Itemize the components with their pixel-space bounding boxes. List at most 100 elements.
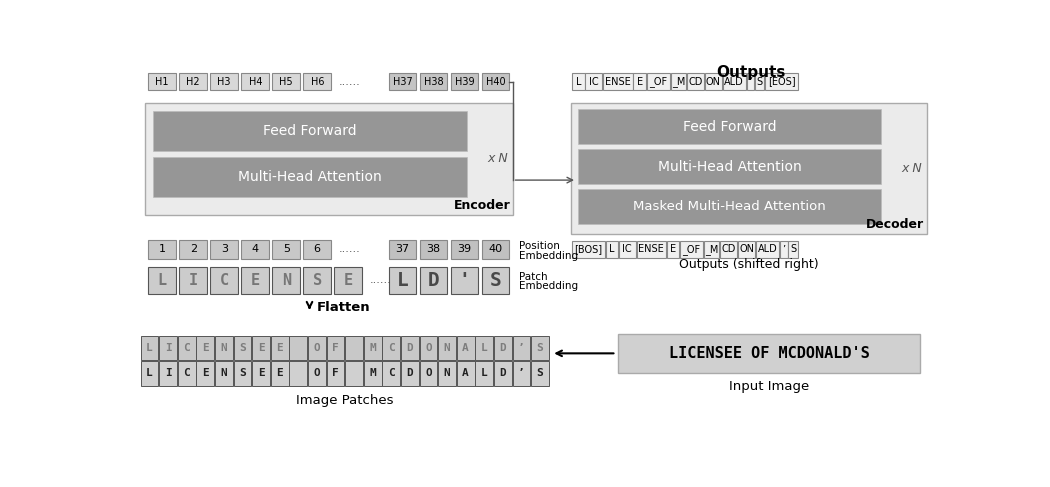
Text: S: S — [239, 368, 246, 378]
Text: L: L — [575, 76, 582, 87]
FancyBboxPatch shape — [603, 73, 633, 90]
Text: Multi-Head Attention: Multi-Head Attention — [238, 170, 382, 184]
Text: Feed Forward: Feed Forward — [682, 120, 776, 133]
Text: D: D — [500, 368, 506, 378]
Text: S: S — [239, 343, 246, 353]
FancyBboxPatch shape — [579, 189, 881, 224]
FancyBboxPatch shape — [153, 157, 467, 197]
FancyBboxPatch shape — [148, 267, 176, 294]
Text: S: S — [790, 244, 796, 254]
FancyBboxPatch shape — [482, 267, 509, 294]
Text: A: A — [462, 368, 469, 378]
Text: Position: Position — [519, 242, 560, 251]
FancyBboxPatch shape — [327, 361, 344, 386]
Text: Masked Multi-Head Attention: Masked Multi-Head Attention — [633, 200, 826, 213]
FancyBboxPatch shape — [755, 73, 764, 90]
Text: D: D — [427, 271, 439, 290]
Text: CD: CD — [721, 244, 736, 254]
Text: D: D — [500, 343, 506, 353]
FancyBboxPatch shape — [252, 361, 270, 386]
FancyBboxPatch shape — [233, 361, 251, 386]
FancyBboxPatch shape — [482, 73, 509, 90]
FancyBboxPatch shape — [780, 241, 788, 258]
FancyBboxPatch shape — [345, 361, 363, 386]
Text: D: D — [406, 343, 414, 353]
Text: H40: H40 — [486, 76, 505, 87]
Text: [BOS]: [BOS] — [574, 244, 603, 254]
FancyBboxPatch shape — [242, 267, 269, 294]
FancyBboxPatch shape — [667, 241, 679, 258]
FancyBboxPatch shape — [420, 336, 438, 360]
Text: H38: H38 — [424, 76, 443, 87]
Text: ENSE: ENSE — [605, 76, 631, 87]
Text: D: D — [406, 368, 414, 378]
Text: L: L — [481, 343, 487, 353]
FancyBboxPatch shape — [272, 267, 300, 294]
FancyBboxPatch shape — [252, 336, 270, 360]
FancyBboxPatch shape — [618, 241, 636, 258]
Text: C: C — [387, 343, 395, 353]
FancyBboxPatch shape — [210, 240, 238, 259]
Text: LICENSEE OF MCDONALD'S: LICENSEE OF MCDONALD'S — [669, 346, 869, 361]
Text: I: I — [165, 368, 171, 378]
FancyBboxPatch shape — [401, 336, 419, 360]
Text: E: E — [257, 368, 265, 378]
FancyBboxPatch shape — [420, 73, 447, 90]
FancyBboxPatch shape — [180, 240, 207, 259]
Text: ': ' — [459, 271, 470, 290]
Text: CD: CD — [688, 76, 702, 87]
Text: ENSE: ENSE — [638, 244, 665, 254]
Text: N: N — [220, 343, 227, 353]
FancyBboxPatch shape — [382, 336, 400, 360]
FancyBboxPatch shape — [215, 336, 233, 360]
FancyBboxPatch shape — [177, 336, 195, 360]
FancyBboxPatch shape — [671, 73, 686, 90]
Text: H5: H5 — [279, 76, 293, 87]
Text: C: C — [387, 368, 395, 378]
Text: 2: 2 — [190, 244, 196, 254]
FancyBboxPatch shape — [148, 240, 176, 259]
FancyBboxPatch shape — [512, 361, 530, 386]
Text: Multi-Head Attention: Multi-Head Attention — [657, 160, 801, 174]
Text: N: N — [444, 343, 450, 353]
Text: 37: 37 — [396, 244, 410, 254]
FancyBboxPatch shape — [388, 73, 417, 90]
Text: I: I — [165, 343, 171, 353]
Text: S: S — [757, 76, 763, 87]
FancyBboxPatch shape — [363, 361, 381, 386]
FancyBboxPatch shape — [401, 361, 419, 386]
FancyBboxPatch shape — [438, 361, 456, 386]
FancyBboxPatch shape — [438, 336, 456, 360]
Text: M: M — [370, 343, 376, 353]
FancyBboxPatch shape — [160, 336, 177, 360]
Text: L: L — [146, 343, 153, 353]
Text: E: E — [202, 368, 209, 378]
FancyBboxPatch shape — [196, 361, 214, 386]
Text: N: N — [444, 368, 450, 378]
FancyBboxPatch shape — [756, 241, 779, 258]
Text: H2: H2 — [187, 76, 201, 87]
FancyBboxPatch shape — [308, 336, 326, 360]
FancyBboxPatch shape — [210, 73, 238, 90]
Text: 6: 6 — [314, 244, 320, 254]
Text: C: C — [184, 343, 190, 353]
FancyBboxPatch shape — [388, 240, 417, 259]
Text: 39: 39 — [458, 244, 471, 254]
Text: O: O — [314, 343, 320, 353]
FancyBboxPatch shape — [141, 336, 159, 360]
FancyBboxPatch shape — [303, 73, 331, 90]
Text: 3: 3 — [220, 244, 228, 254]
FancyBboxPatch shape — [272, 240, 300, 259]
FancyBboxPatch shape — [233, 336, 251, 360]
Text: Image Patches: Image Patches — [296, 394, 394, 407]
FancyBboxPatch shape — [705, 73, 721, 90]
Text: Feed Forward: Feed Forward — [264, 124, 357, 138]
FancyBboxPatch shape — [334, 267, 362, 294]
FancyBboxPatch shape — [680, 241, 704, 258]
FancyBboxPatch shape — [571, 103, 927, 234]
FancyBboxPatch shape — [148, 73, 176, 90]
Text: _OF: _OF — [682, 244, 700, 255]
FancyBboxPatch shape — [271, 336, 289, 360]
FancyBboxPatch shape — [482, 240, 509, 259]
Text: I: I — [189, 273, 197, 288]
